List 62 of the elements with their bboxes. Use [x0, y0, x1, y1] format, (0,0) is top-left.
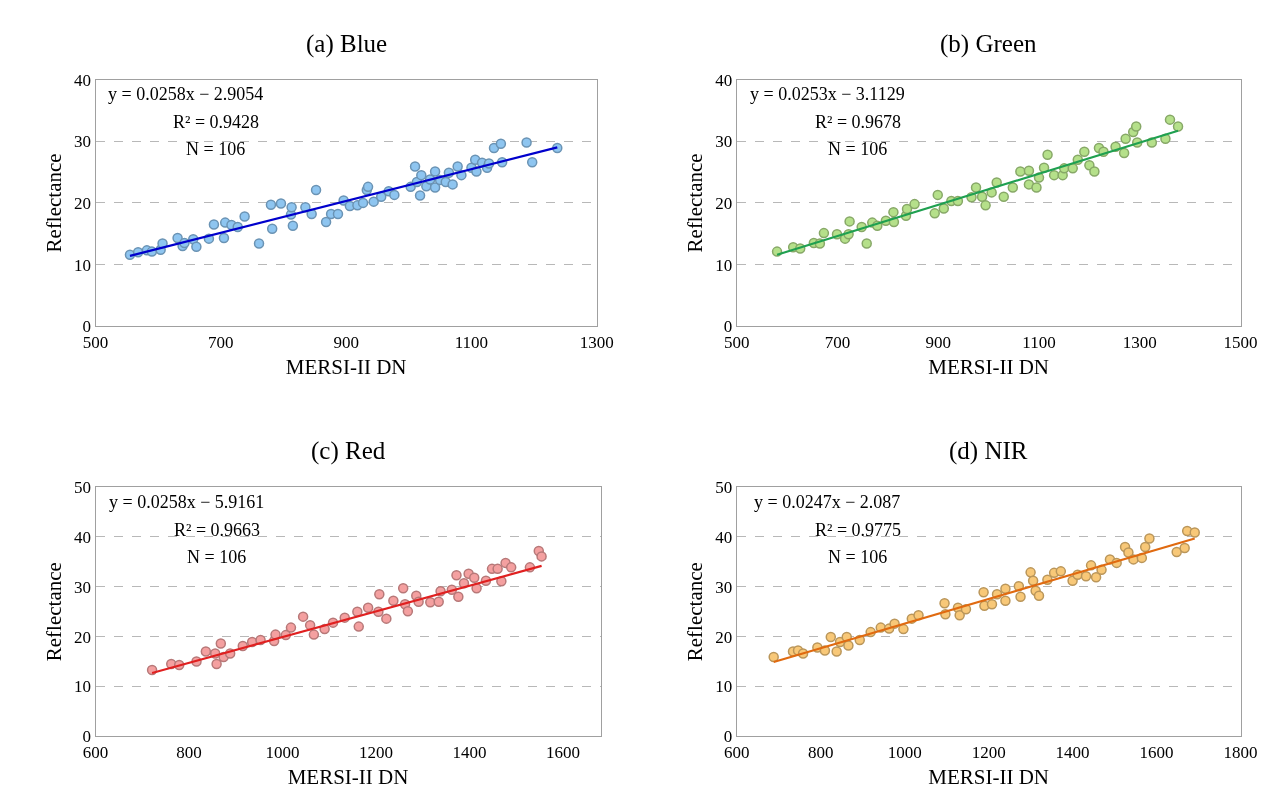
x-tick-label: 1300 — [579, 332, 614, 352]
x-axis-title: MERSI-II DN — [285, 354, 407, 379]
y-tick-label: 20 — [715, 193, 733, 213]
x-axis-title: MERSI-II DN — [928, 764, 1049, 789]
y-tick-label: 40 — [715, 70, 733, 90]
annotation: y = 0.0258x − 2.9054 — [108, 84, 264, 104]
y-tick-label: 10 — [715, 255, 733, 275]
y-tick-label: 10 — [74, 677, 92, 697]
annotation: R² = 0.9775 — [815, 520, 902, 540]
x-axis-title: MERSI-II DN — [928, 354, 1049, 379]
x-tick-label: 1300 — [1122, 332, 1157, 352]
x-tick-label: 900 — [333, 332, 359, 352]
y-axis-title: Reflectance — [683, 562, 708, 662]
x-tick-label: 700 — [208, 332, 234, 352]
annotation: N = 106 — [187, 547, 247, 567]
annotation: y = 0.0253x − 3.1129 — [750, 84, 905, 104]
chart-title: (c) Red — [311, 437, 386, 465]
x-tick-label: 900 — [925, 332, 951, 352]
x-tick-label: 1100 — [1022, 332, 1056, 352]
annotation: y = 0.0258x − 5.9161 — [109, 492, 265, 512]
annotation: R² = 0.9678 — [815, 112, 902, 132]
chart-title: (b) Green — [940, 30, 1037, 58]
chart-title: (a) Blue — [306, 30, 388, 58]
y-axis-title: Reflectance — [42, 153, 67, 253]
y-tick-label: 30 — [715, 132, 733, 152]
annotation: N = 106 — [828, 139, 888, 159]
x-tick-label: 1000 — [265, 742, 300, 762]
x-tick-label: 1100 — [454, 332, 489, 352]
y-tick-label: 20 — [715, 627, 733, 647]
y-tick-label: 30 — [74, 132, 92, 152]
x-tick-label: 1200 — [359, 742, 394, 762]
annotation: R² = 0.9663 — [174, 520, 261, 540]
y-axis-title: Reflectance — [683, 153, 708, 253]
x-tick-label: 1400 — [1055, 742, 1090, 762]
x-tick-label: 1600 — [1139, 742, 1174, 762]
annotation: N = 106 — [186, 139, 246, 159]
x-tick-label: 800 — [176, 742, 202, 762]
x-tick-label: 1400 — [452, 742, 487, 762]
chart-title: (d) NIR — [949, 437, 1028, 465]
y-tick-label: 30 — [715, 577, 733, 597]
y-tick-label: 40 — [715, 527, 733, 547]
y-axis-title: Reflectance — [42, 562, 67, 662]
y-tick-label: 10 — [74, 255, 92, 275]
y-tick-label: 10 — [715, 677, 733, 697]
x-tick-label: 700 — [824, 332, 851, 352]
annotation: R² = 0.9428 — [173, 112, 260, 132]
x-tick-label: 1000 — [887, 742, 922, 762]
y-tick-label: 20 — [74, 193, 92, 213]
annotation: y = 0.0247x − 2.087 — [754, 492, 901, 512]
x-tick-label: 1800 — [1223, 742, 1258, 762]
y-tick-label: 50 — [715, 478, 733, 498]
x-tick-label: 1600 — [546, 742, 581, 762]
y-tick-label: 20 — [74, 627, 92, 647]
y-tick-label: 30 — [74, 577, 92, 597]
x-tick-label: 1200 — [971, 742, 1006, 762]
x-axis-title: MERSI-II DN — [287, 764, 409, 789]
x-tick-label: 800 — [807, 742, 834, 762]
y-tick-label: 50 — [74, 478, 92, 498]
y-tick-label: 40 — [74, 70, 92, 90]
annotation: N = 106 — [828, 547, 888, 567]
y-tick-label: 40 — [74, 527, 92, 547]
x-tick-label: 1500 — [1223, 332, 1258, 352]
